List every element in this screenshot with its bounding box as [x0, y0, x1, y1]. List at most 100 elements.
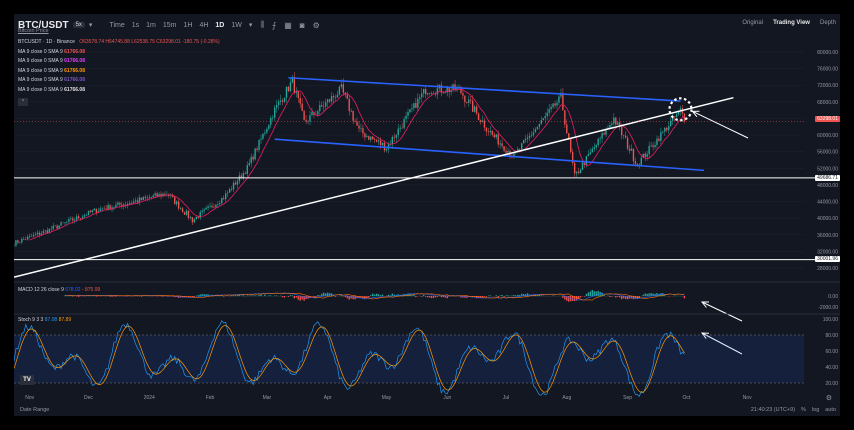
hline-price-tag-2: 30001.96	[815, 256, 840, 262]
ma-row[interactable]: MA 9 close 0 SMA 9 61766.08	[18, 76, 220, 86]
macd-histogram-bar	[621, 296, 623, 300]
time-axis-label: Nov	[743, 395, 752, 401]
candle-body	[285, 86, 288, 98]
legend-title: BTCUSDT · 1D · Binance	[18, 39, 75, 45]
macd-annotation-arrow	[701, 301, 743, 322]
layout-icon[interactable]: ▦	[284, 20, 292, 30]
macd-histogram-bar	[466, 296, 468, 298]
macd-histogram-bar	[403, 293, 405, 297]
time-axis-label: 2024	[144, 395, 155, 401]
macd-histogram-bar	[268, 295, 270, 297]
candle-body	[668, 126, 670, 131]
macd-histogram-bar	[583, 296, 586, 297]
tf-4h[interactable]: 4H	[199, 21, 209, 29]
macd-axis-label: 0.00	[828, 294, 838, 300]
candle-body	[642, 153, 644, 158]
ma-row[interactable]: MA 9 close 0 SMA 9 61766.08	[18, 86, 220, 96]
stoch-axis-label: 60.00	[825, 349, 838, 355]
macd-histogram-bar	[258, 295, 260, 297]
macd-histogram-bar	[321, 293, 323, 297]
ma-row[interactable]: MA 9 close 0 SMA 9 61766.08	[18, 67, 220, 77]
log-toggle[interactable]: log	[811, 407, 820, 413]
price-axis-label: 76000.00	[817, 67, 838, 73]
view-original[interactable]: Original	[742, 20, 764, 26]
candle-body	[352, 110, 354, 121]
collapse-legend-icon[interactable]: ⌃	[18, 97, 28, 106]
macd-histogram-bar	[319, 295, 321, 297]
candle-body	[617, 122, 619, 125]
tf-more-icon[interactable]: ▾	[248, 22, 253, 29]
tf-1w[interactable]: 1W	[231, 21, 242, 29]
indicators-icon[interactable]: ⨍	[272, 20, 277, 30]
view-trading-view[interactable]: Trading View	[773, 20, 810, 26]
candle-body	[160, 193, 162, 197]
candle-body	[493, 134, 495, 138]
ma-row[interactable]: MA 9 close 0 SMA 9 61766.08	[18, 57, 220, 67]
leverage-badge[interactable]: 5x	[72, 22, 85, 28]
candle-body	[272, 117, 274, 119]
ma-row[interactable]: MA 9 close 0 SMA 9 61766.08	[18, 48, 220, 58]
chart-canvas[interactable]: 80000.0076000.0072000.0068000.0064000.00…	[14, 14, 840, 416]
macd-histogram-bar	[64, 295, 66, 297]
tf-time[interactable]: Time	[109, 21, 125, 29]
candle-body	[350, 110, 352, 112]
tf-15m[interactable]: 15m	[162, 21, 177, 29]
macd-histogram-bar	[587, 292, 590, 297]
percent-toggle[interactable]: %	[801, 407, 806, 413]
candle-body	[232, 182, 235, 190]
candle-body	[83, 215, 86, 217]
macd-histogram-bar	[275, 295, 278, 297]
candle-body	[48, 228, 50, 234]
macd-annotation-arrow-head	[700, 301, 709, 308]
macd-histogram-bar	[162, 296, 164, 297]
subtitle-link[interactable]: Bitcoin Price	[18, 28, 49, 34]
macd-histogram-bar	[654, 293, 656, 297]
top-toolbar: BTC/USDT 5x ▾ Time 1s 1m 15m 1H 4H 1D 1W…	[14, 14, 840, 36]
auto-toggle[interactable]: auto	[825, 407, 836, 413]
macd-histogram-bar	[524, 294, 527, 297]
channel-lower-line	[274, 138, 705, 172]
macd-histogram-bar	[611, 296, 613, 297]
hline-price-tag-1: 49686.71	[815, 175, 840, 181]
tf-1s[interactable]: 1s	[131, 21, 140, 29]
candle-type-icon[interactable]: ⫼	[260, 20, 265, 29]
candle-body	[375, 139, 378, 142]
camera-icon[interactable]: ◙	[299, 20, 305, 30]
candle-body	[321, 105, 323, 107]
symbol-title[interactable]: BTC/USDT	[18, 19, 69, 31]
candle-body	[513, 152, 515, 157]
candle-body	[475, 106, 478, 114]
candle-body	[656, 138, 658, 146]
dropdown-icon[interactable]: ▾	[88, 22, 93, 29]
tradingview-logo[interactable]: TV	[20, 375, 34, 385]
macd-histogram-bar	[540, 295, 543, 297]
view-depth[interactable]: Depth	[819, 20, 836, 26]
tf-1m[interactable]: 1m	[146, 21, 156, 29]
candle-body	[248, 163, 250, 166]
candle-body	[487, 131, 490, 133]
settings-gear-icon[interactable]: ⚙	[312, 20, 320, 30]
macd-histogram-bar	[460, 296, 462, 298]
candle-body	[46, 230, 49, 234]
candle-body	[74, 219, 76, 221]
settings-gear-icon[interactable]: ⚙	[825, 395, 832, 402]
candle-body	[60, 222, 62, 226]
candle-body	[162, 193, 164, 197]
chart-legend: BTCUSDT · 1D · Binance O63578.74 H64745.…	[18, 38, 220, 106]
macd-histogram-bar	[250, 295, 252, 297]
time-axis-label: Oct	[682, 395, 690, 401]
tf-1d[interactable]: 1D	[215, 21, 225, 29]
candle-body	[477, 113, 480, 121]
candle-body	[209, 205, 211, 207]
candle-body	[497, 134, 499, 145]
macd-histogram-bar	[252, 295, 254, 297]
candle-body	[289, 82, 292, 92]
candle-body	[391, 136, 394, 145]
candle-body	[366, 136, 368, 138]
tf-1h[interactable]: 1H	[183, 21, 193, 29]
candle-body	[619, 122, 621, 127]
macd-histogram-bar	[270, 295, 272, 297]
candle-body	[526, 137, 529, 139]
date-range-button[interactable]: Date Range	[20, 407, 50, 413]
clock-time[interactable]: 21:40:23 (UTC+9)	[750, 407, 796, 413]
